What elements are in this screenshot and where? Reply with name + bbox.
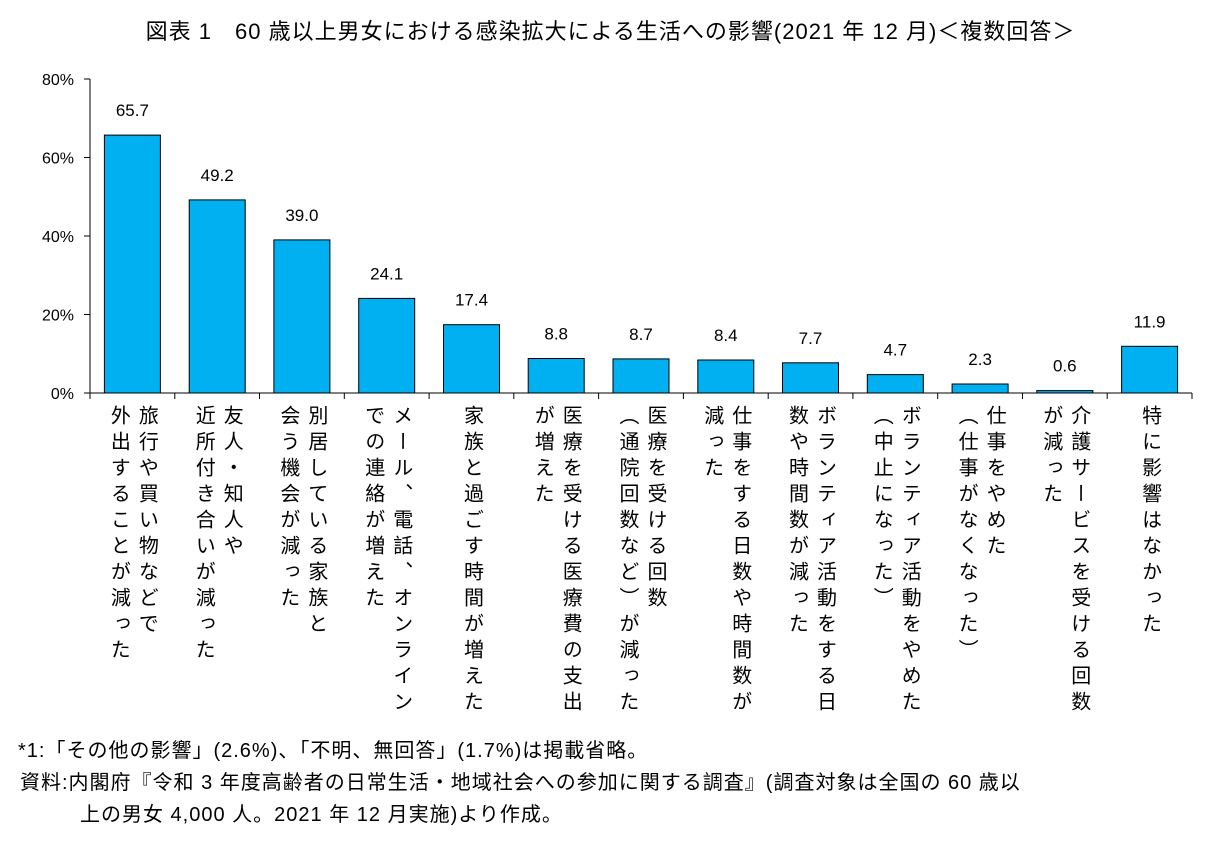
value-label: 11.9 (1134, 312, 1166, 331)
category-label-line: 仕事をやめた (983, 405, 1006, 561)
bar (866, 374, 924, 394)
value-label: 4.7 (883, 341, 907, 360)
bar (273, 239, 331, 394)
value-labels-group: 65.7 49.2 39.0 24.1 17.4 8.8 8.7 8.4 7.7 4.7 2.3 0.… (116, 101, 1166, 376)
category-label: 医療を受ける医療費の支出 が増えた (528, 405, 584, 717)
category-label-line: 外出することが減った (107, 405, 130, 665)
value-label: 8.4 (714, 326, 738, 345)
y-ticks-group: 0% 20% 40% 60% 80% (42, 72, 90, 403)
bar (103, 134, 161, 394)
category-label-line: （通院回数など）が減った (616, 405, 638, 717)
category-label-line: 別居している家族と (304, 405, 327, 639)
category-label: 仕事をやめた （仕事がなくなった） (952, 405, 1008, 665)
category-label: 家族と過ごす時間が増えた (458, 405, 486, 717)
category-label-line: での連絡が増えた (361, 405, 384, 613)
category-label-line: 仕事をする日数や時間数が (728, 405, 751, 717)
value-label: 24.1 (370, 264, 403, 283)
category-label-line: 家族と過ごす時間が増えた (460, 405, 483, 717)
bar (697, 359, 755, 394)
category-label: 介護サービスを受ける回数 が減った (1037, 405, 1093, 717)
axes-group (84, 79, 1193, 399)
category-label-line: ボランティア活動をやめた (898, 405, 921, 717)
category-label-line: 近所付き合いが減った (192, 405, 215, 665)
category-label: 別居している家族と 会う機会が減った (274, 405, 330, 639)
category-label-line: （仕事がなくなった） (955, 405, 978, 665)
category-label-line: が減った (1039, 405, 1062, 509)
category-label: 仕事をする日数や時間数が 減った (698, 405, 754, 717)
value-label: 39.0 (285, 206, 318, 225)
bar (612, 358, 670, 394)
category-label-line: 介護サービスを受ける回数 (1067, 405, 1090, 717)
category-label-line: （中止になった） (870, 405, 893, 613)
bar (443, 324, 500, 394)
value-label: 0.6 (1053, 357, 1077, 376)
category-label-line: 友人・知人や (220, 405, 243, 561)
y-tick-label: 40% (42, 229, 74, 246)
y-tick-label: 80% (42, 72, 74, 89)
value-label: 65.7 (116, 101, 149, 120)
value-label: 2.3 (968, 350, 992, 369)
bar (782, 362, 839, 394)
value-label: 8.7 (629, 325, 653, 344)
category-label: 特に影響はなかった (1136, 405, 1164, 639)
category-label-line: ボランティア活動をする日 (813, 405, 836, 717)
category-label-line: 医療を受ける回数 (644, 405, 666, 613)
y-tick-label: 20% (42, 308, 74, 325)
bar (188, 199, 246, 394)
category-label: ボランティア活動をやめた （中止になった） (867, 405, 923, 717)
value-label: 17.4 (455, 291, 488, 310)
source-line-1: 資料:内閣府『令和 3 年度高齢者の日常生活・地域社会への参加に関する調査』(調… (20, 772, 1021, 794)
y-tick-label: 0% (51, 386, 74, 403)
bar (358, 297, 416, 394)
category-label: ボランティア活動をする日 数や時間数が減った (783, 405, 839, 717)
category-label-line: 減った (700, 405, 723, 483)
category-label-line: メール、電話、オンライン (389, 405, 412, 717)
category-label: 医療を受ける回数 （通院回数など）が減った (613, 405, 669, 717)
chart-title: 図表 1 60 歳以上男女における感染拡大による生活への影響(2021 年 12… (145, 19, 1076, 44)
value-label: 49.2 (201, 166, 234, 185)
y-tick-label: 60% (42, 151, 74, 168)
bar (951, 383, 1009, 394)
footnote-omitted: *1:「その他の影響」(2.6%)、「不明、無回答」(1.7%)は掲載省略。 (18, 740, 649, 762)
value-label: 7.7 (799, 329, 823, 348)
category-label-line: 旅行や買い物などで (135, 405, 158, 639)
category-label-line: が増えた (531, 405, 554, 509)
category-label-line: 医療を受ける医療費の支出 (559, 405, 582, 717)
category-label: 旅行や買い物などで 外出することが減った (104, 405, 160, 665)
category-label-line: 数や時間数が減った (785, 405, 808, 639)
category-label: 友人・知人や 近所付き合いが減った (189, 405, 245, 665)
category-label: メール、電話、オンライン での連絡が増えた (359, 405, 415, 717)
bar (527, 358, 585, 394)
category-label-line: 会う機会が減った (276, 405, 299, 613)
bars-group (103, 134, 1179, 394)
bar (1121, 345, 1179, 394)
source-line-2: 上の男女 4,000 人。2021 年 12 月実施)より作成。 (80, 804, 563, 826)
value-label: 8.8 (544, 325, 568, 344)
category-label-line: 特に影響はなかった (1138, 405, 1161, 639)
